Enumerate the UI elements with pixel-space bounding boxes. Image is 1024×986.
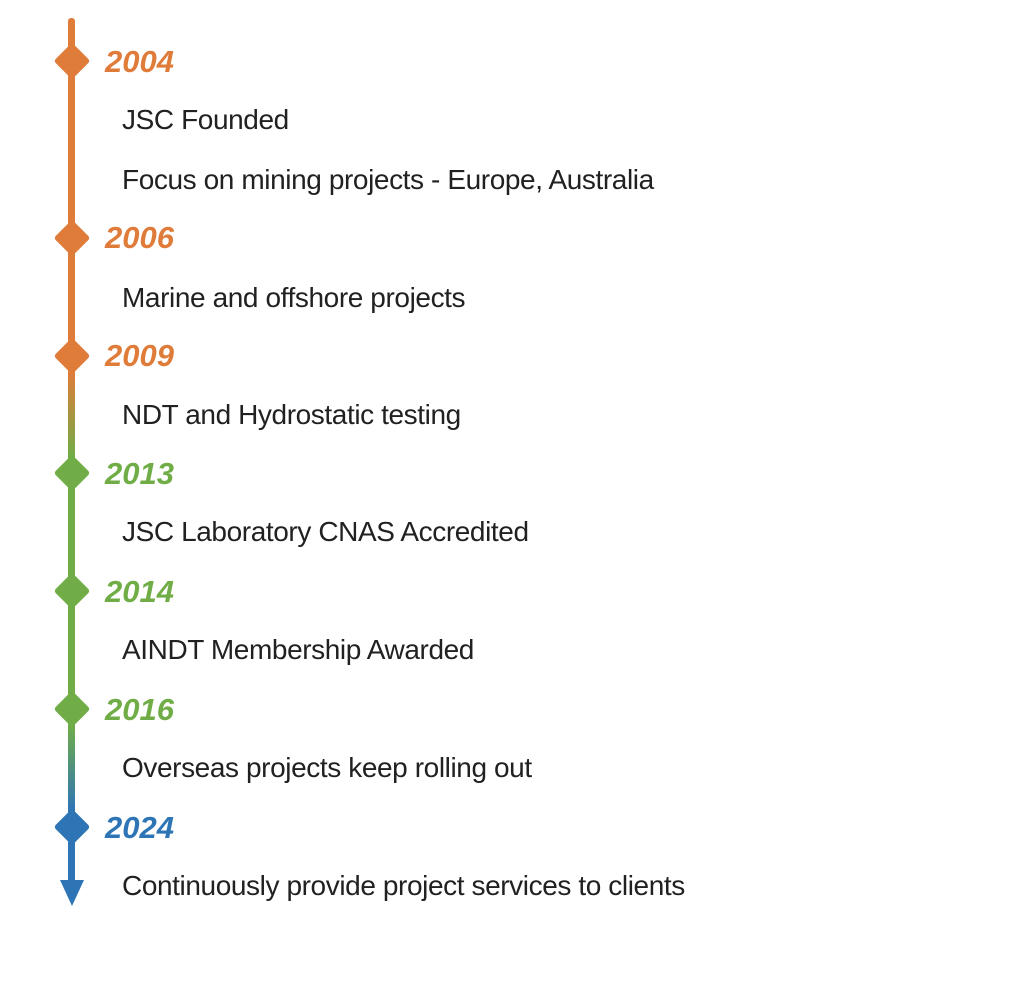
milestone-diamond-2024 [53, 808, 91, 846]
milestone-year-2014: 2014 [105, 574, 174, 609]
milestone-diamond-2006 [53, 219, 91, 257]
milestone-description: NDT and Hydrostatic testing [122, 399, 461, 430]
milestone-diamond-2016 [53, 690, 91, 728]
milestone-year-2016: 2016 [105, 692, 174, 727]
milestone-diamond-2013 [53, 454, 91, 492]
milestone-year-2006: 2006 [105, 220, 174, 255]
milestone-description: JSC Founded [122, 104, 289, 135]
milestone-year-2004: 2004 [105, 44, 174, 79]
milestone-description: Focus on mining projects - Europe, Austr… [122, 164, 654, 195]
timeline-axis-line [68, 18, 75, 880]
milestone-year-2009: 2009 [105, 338, 174, 373]
milestone-description: JSC Laboratory CNAS Accredited [122, 516, 529, 547]
milestone-description: Marine and offshore projects [122, 282, 466, 313]
milestone-year-2024: 2024 [105, 810, 174, 845]
milestone-diamond-2014 [53, 572, 91, 610]
milestone-diamond-2004 [53, 42, 91, 80]
milestone-description: Continuously provide project services to… [122, 870, 685, 901]
arrow-down-icon [60, 880, 84, 906]
milestone-description: Overseas projects keep rolling out [122, 752, 532, 783]
milestone-description: AINDT Membership Awarded [122, 634, 474, 665]
milestone-diamond-2009 [53, 337, 91, 375]
milestone-year-2013: 2013 [105, 456, 174, 491]
